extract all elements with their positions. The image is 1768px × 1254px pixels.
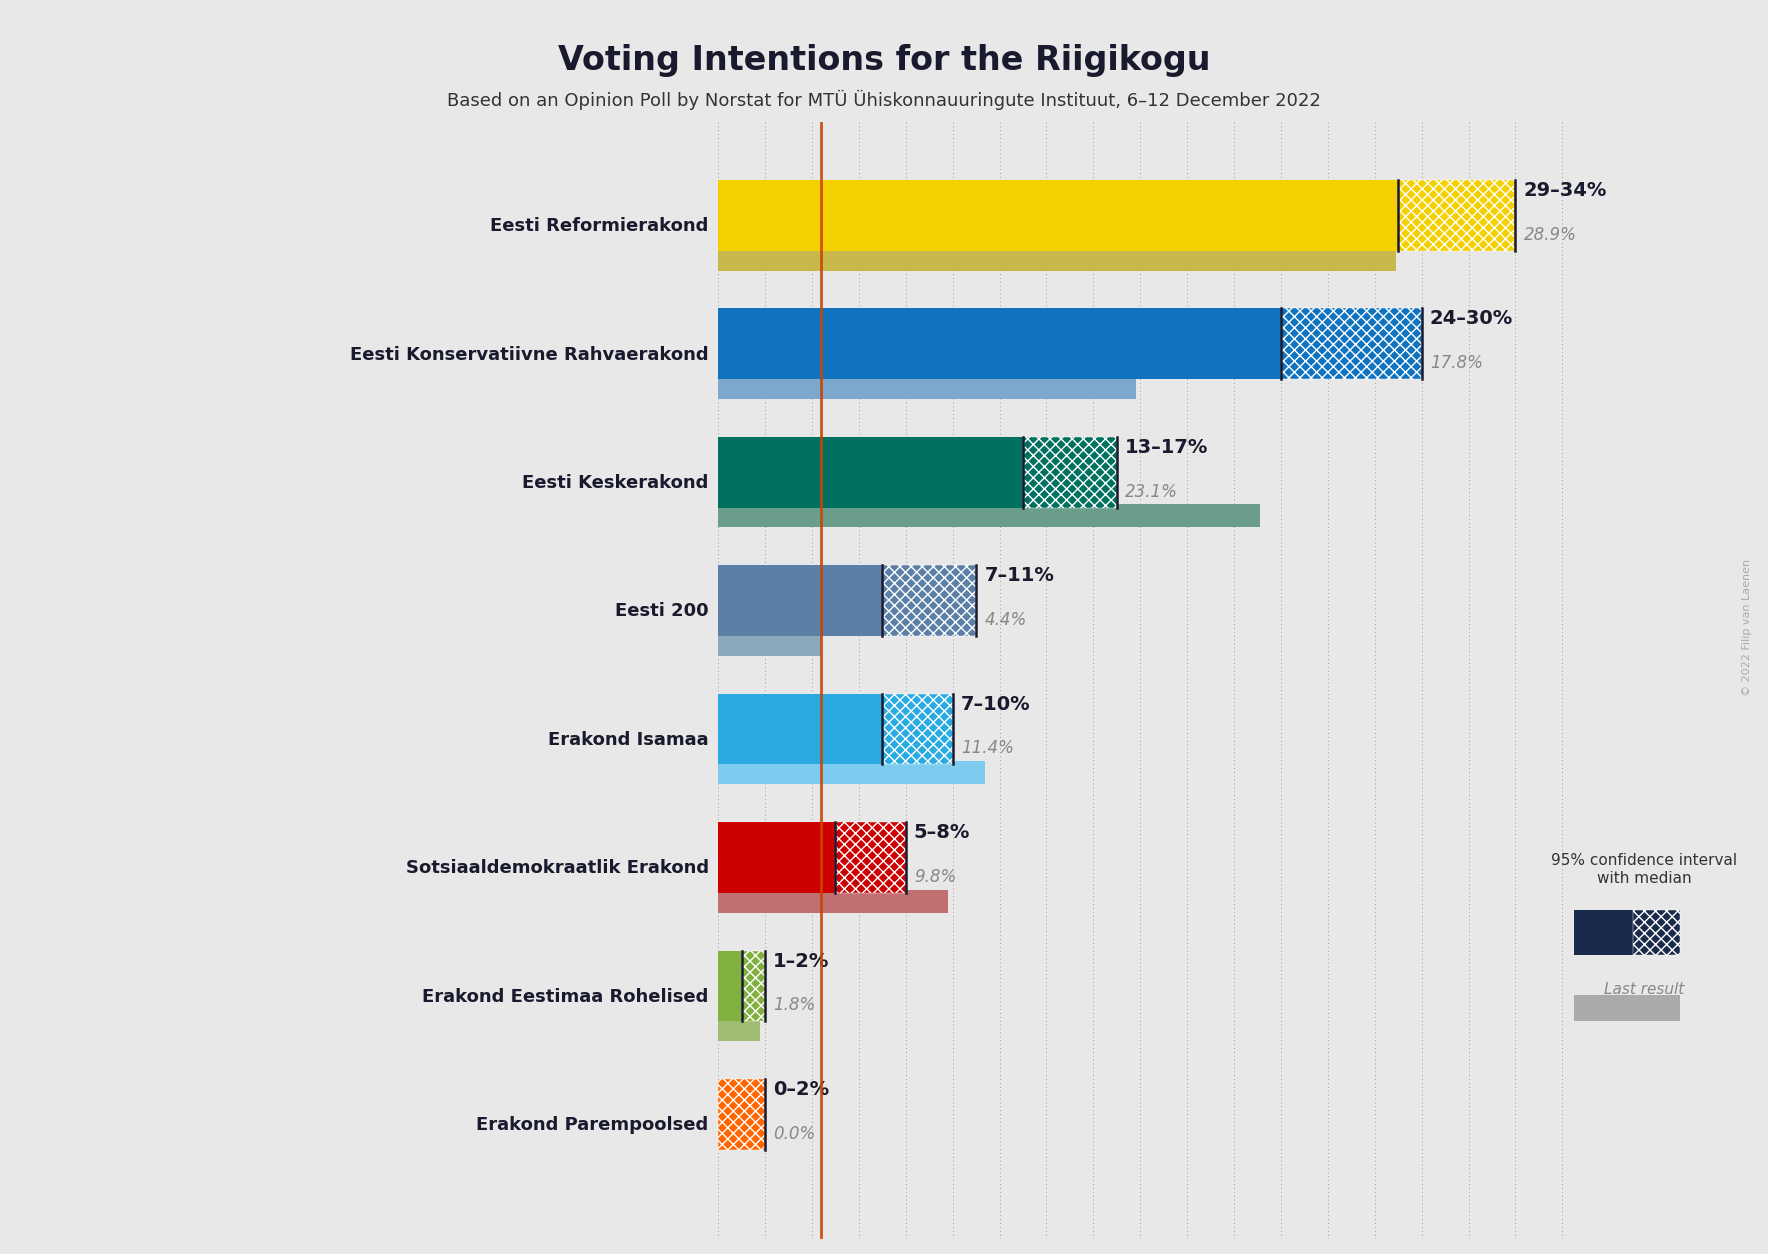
Text: 7–11%: 7–11% [985,567,1054,586]
Bar [882,566,976,636]
Bar [1282,308,1421,379]
Text: 0.0%: 0.0% [773,1125,815,1142]
Bar [1398,181,1515,251]
Text: Voting Intentions for the Riigikogu: Voting Intentions for the Riigikogu [557,44,1211,76]
Text: 17.8%: 17.8% [1430,354,1483,372]
Bar [741,951,766,1021]
Text: Eesti Konservatiivne Rahvaerakond: Eesti Konservatiivne Rahvaerakond [350,346,709,364]
Bar [718,761,985,784]
Bar [1574,994,1680,1021]
Text: Erakond Isamaa: Erakond Isamaa [548,731,709,749]
Bar [718,889,948,913]
Text: Erakond Parempoolsed: Erakond Parempoolsed [477,1116,709,1134]
Bar [718,633,822,656]
Text: Eesti Reformierakond: Eesti Reformierakond [490,217,709,236]
Bar [1574,909,1632,954]
Bar [718,376,1135,399]
Text: 4.4%: 4.4% [985,611,1027,630]
Text: 0–2%: 0–2% [773,1080,829,1099]
Text: 9.8%: 9.8% [914,868,956,885]
Bar [718,693,882,765]
Text: Eesti 200: Eesti 200 [615,602,709,621]
Text: Last result: Last result [1604,982,1685,997]
Bar [1024,436,1117,508]
Text: 28.9%: 28.9% [1524,226,1577,243]
Bar [718,436,1024,508]
Bar [718,951,741,1021]
Text: Sotsiaaldemokraatlik Erakond: Sotsiaaldemokraatlik Erakond [405,859,709,878]
Bar [882,693,953,765]
Bar [718,181,1398,251]
Text: Eesti Keskerakond: Eesti Keskerakond [522,474,709,492]
Text: 7–10%: 7–10% [960,695,1031,714]
Bar [718,1018,760,1041]
Text: 13–17%: 13–17% [1124,438,1208,456]
Bar [718,504,1261,528]
Bar [1632,909,1680,954]
Text: © 2022 Filip van Laenen: © 2022 Filip van Laenen [1741,558,1752,696]
Text: 1.8%: 1.8% [773,996,815,1014]
Text: 1–2%: 1–2% [773,952,829,971]
Text: 23.1%: 23.1% [1124,483,1177,500]
Bar [834,823,905,893]
Text: Erakond Eestimaa Rohelised: Erakond Eestimaa Rohelised [423,988,709,1006]
Text: 11.4%: 11.4% [960,740,1013,757]
Text: 29–34%: 29–34% [1524,181,1607,199]
Text: 5–8%: 5–8% [914,823,971,843]
Text: Based on an Opinion Poll by Norstat for MTÜ Ühiskonnauuringute Instituut, 6–12 D: Based on an Opinion Poll by Norstat for … [447,90,1321,110]
Bar [718,308,1282,379]
Bar [718,566,882,636]
Text: 24–30%: 24–30% [1430,310,1513,329]
Text: 95% confidence interval
with median: 95% confidence interval with median [1551,854,1738,885]
Bar [718,247,1395,271]
Bar [718,823,834,893]
Bar [718,1080,766,1150]
